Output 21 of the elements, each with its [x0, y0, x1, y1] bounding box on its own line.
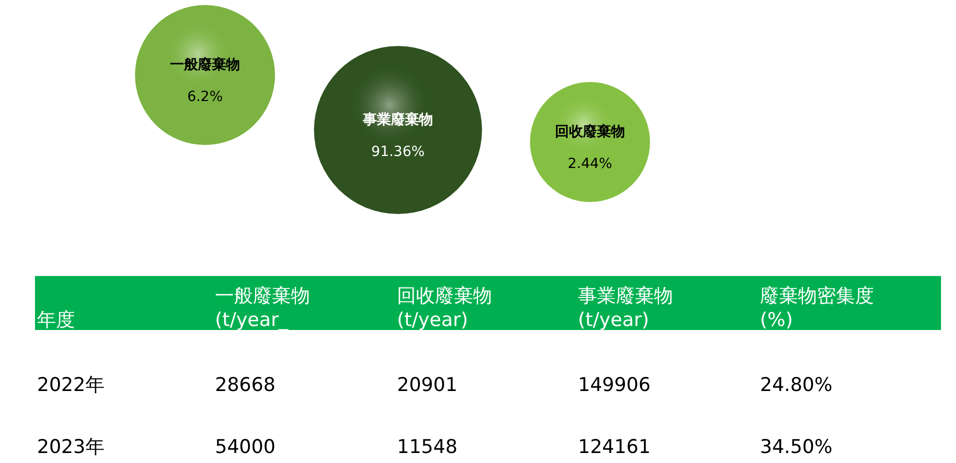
data-label: 28668: [215, 374, 276, 396]
data-label: 54000: [215, 436, 276, 458]
data-label: 34.50%: [760, 436, 832, 458]
data-label: 2.44%: [568, 156, 612, 172]
category-label: 回收廢棄物 (t/year): [397, 285, 492, 331]
text: 2023年: [37, 436, 104, 458]
category-label: 一般廢棄物: [170, 56, 240, 73]
data-label: 6.2%: [187, 89, 223, 105]
data-label: 24.80%: [760, 374, 832, 396]
category-label: 一般廢棄物 (t/year_: [215, 285, 310, 331]
data-label: 20901: [397, 374, 458, 396]
text: 2022年: [37, 374, 104, 396]
category-label: 廢棄物密集度 (%): [760, 285, 874, 331]
data-label: 91.36%: [371, 144, 425, 160]
data-label: 149906: [578, 374, 651, 396]
data-label: 124161: [578, 436, 651, 458]
data-label: 11548: [397, 436, 458, 458]
category-label: 事業廢棄物: [362, 111, 433, 128]
category-label: 回收廢棄物: [555, 123, 625, 140]
category-label: 事業廢棄物 (t/year): [578, 285, 673, 331]
legend-title: 年度: [37, 309, 75, 331]
